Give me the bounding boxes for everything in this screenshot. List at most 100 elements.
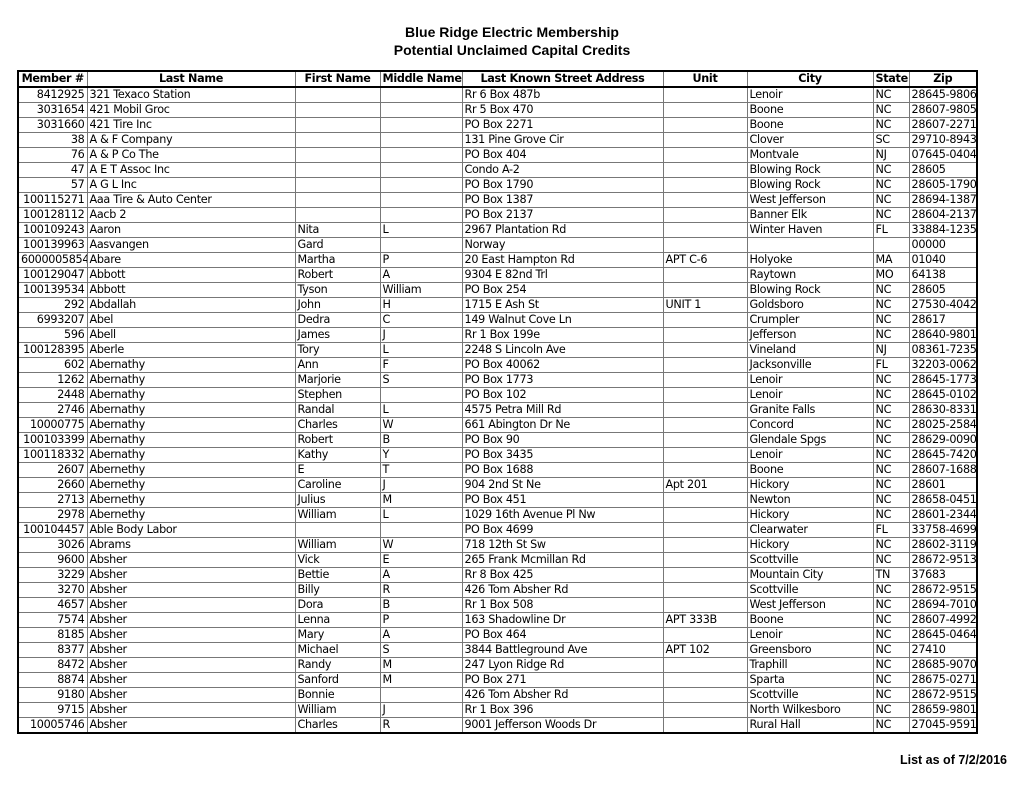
unit-cell — [662, 192, 748, 208]
zip-cell: 28640-9801 — [908, 327, 978, 343]
zip-cell: 27530-4042 — [908, 297, 978, 313]
first-name-cell — [294, 132, 381, 148]
last-name-cell: Absher — [86, 687, 296, 703]
zip-cell: 29710-8943 — [908, 132, 978, 148]
list-date: List as of 7/2/2016 — [899, 753, 1007, 767]
last-name-cell: Abernethy — [86, 477, 296, 493]
street-address-cell: 1029 16th Avenue Pl Nw — [461, 507, 664, 523]
city-cell: Holyoke — [746, 252, 874, 268]
zip-cell: 28605 — [908, 282, 978, 298]
column-header-member-number: Member # — [17, 70, 88, 88]
unit-cell — [662, 507, 748, 523]
middle-name-cell — [379, 132, 463, 148]
last-name-cell: Abernathy — [86, 357, 296, 373]
first-name-cell: Charles — [294, 717, 381, 734]
zip-cell: 27410 — [908, 642, 978, 658]
member-number-cell: 9600 — [17, 552, 88, 568]
member-number-cell: 3229 — [17, 567, 88, 583]
state-cell: NC — [872, 462, 910, 478]
state-cell: TN — [872, 567, 910, 583]
unit-cell — [662, 657, 748, 673]
member-number-cell: 7574 — [17, 612, 88, 628]
street-address-cell: PO Box 1387 — [461, 192, 664, 208]
table-row: 8472 Absher Randy M 247 Lyon Ridge Rd Traphil… — [17, 657, 978, 673]
unit-cell — [662, 597, 748, 613]
middle-name-cell: A — [379, 627, 463, 643]
street-address-cell: Rr 6 Box 487b — [461, 86, 664, 103]
unit-cell — [662, 462, 748, 478]
state-cell: NC — [872, 642, 910, 658]
city-cell: Sparta — [746, 672, 874, 688]
city-cell: Boone — [746, 462, 874, 478]
member-number-cell: 100129047 — [17, 267, 88, 283]
first-name-cell: E — [294, 462, 381, 478]
unit-cell — [662, 177, 748, 193]
middle-name-cell — [379, 102, 463, 118]
first-name-cell: Michael — [294, 642, 381, 658]
state-cell: NC — [872, 372, 910, 388]
street-address-cell: 4575 Petra Mill Rd — [461, 402, 664, 418]
last-name-cell: Abrams — [86, 537, 296, 553]
table-row: 100115271 Aaa Tire & Auto Center PO Box 13… — [17, 192, 978, 208]
unit-cell: APT C-6 — [662, 252, 748, 268]
street-address-cell: 426 Tom Absher Rd — [461, 687, 664, 703]
city-cell: Jefferson — [746, 327, 874, 343]
member-number-cell: 8874 — [17, 672, 88, 688]
city-cell: Vineland — [746, 342, 874, 358]
last-name-cell: Abernathy — [86, 372, 296, 388]
first-name-cell: Vick — [294, 552, 381, 568]
table-row: 76 A & P Co The PO Box 404 Montvale NJ 07645-… — [17, 147, 978, 163]
street-address-cell: PO Box 404 — [461, 147, 664, 163]
state-cell: SC — [872, 132, 910, 148]
middle-name-cell: P — [379, 612, 463, 628]
zip-cell: 33884-1235 — [908, 222, 978, 238]
state-cell: NC — [872, 597, 910, 613]
unit-cell — [662, 267, 748, 283]
city-cell: Lenoir — [746, 627, 874, 643]
state-cell: NC — [872, 162, 910, 178]
first-name-cell: Dedra — [294, 312, 381, 328]
street-address-cell: PO Box 1773 — [461, 372, 664, 388]
middle-name-cell: A — [379, 267, 463, 283]
state-cell: NC — [872, 507, 910, 523]
city-cell: Blowing Rock — [746, 162, 874, 178]
table-row: 8377 Absher Michael S 3844 Battleground Ave A… — [17, 642, 978, 658]
table-row: 8185 Absher Mary A PO Box 464 Lenoir NC 28645-0… — [17, 627, 978, 643]
unit-cell — [662, 672, 748, 688]
first-name-cell: Lenna — [294, 612, 381, 628]
last-name-cell: Abernathy — [86, 402, 296, 418]
table-row: 2713 Abernethy Julius M PO Box 451 Newton NC 28… — [17, 492, 978, 508]
first-name-cell — [294, 192, 381, 208]
street-address-cell: 2248 S Lincoln Ave — [461, 342, 664, 358]
middle-name-cell — [379, 162, 463, 178]
member-number-cell: 57 — [17, 177, 88, 193]
state-cell: NC — [872, 402, 910, 418]
zip-cell: 27045-9591 — [908, 717, 978, 734]
middle-name-cell: B — [379, 432, 463, 448]
zip-cell: 28601-2344 — [908, 507, 978, 523]
unit-cell — [662, 117, 748, 133]
zip-cell: 28672-9515 — [908, 582, 978, 598]
member-number-cell: 2978 — [17, 507, 88, 523]
city-cell: Lenoir — [746, 372, 874, 388]
city-cell: Jacksonville — [746, 357, 874, 373]
street-address-cell: PO Box 102 — [461, 387, 664, 403]
city-cell: Traphill — [746, 657, 874, 673]
last-name-cell: Able Body Labor — [86, 522, 296, 538]
first-name-cell — [294, 162, 381, 178]
middle-name-cell: B — [379, 597, 463, 613]
table-row: 57 A G L Inc PO Box 1790 Blowing Rock NC 2860… — [17, 177, 978, 193]
member-number-cell: 10000775 — [17, 417, 88, 433]
last-name-cell: 321 Texaco Station — [86, 86, 296, 103]
member-number-cell: 47 — [17, 162, 88, 178]
street-address-cell: 163 Shadowline Dr — [461, 612, 664, 628]
middle-name-cell: T — [379, 462, 463, 478]
street-address-cell: PO Box 40062 — [461, 357, 664, 373]
unit-cell: Apt 201 — [662, 477, 748, 493]
table-row: 602 Abernathy Ann F PO Box 40062 Jacksonville… — [17, 357, 978, 373]
state-cell: NC — [872, 672, 910, 688]
unit-cell — [662, 717, 748, 734]
middle-name-cell: L — [379, 402, 463, 418]
member-number-cell: 8472 — [17, 657, 88, 673]
street-address-cell: 1715 E Ash St — [461, 297, 664, 313]
